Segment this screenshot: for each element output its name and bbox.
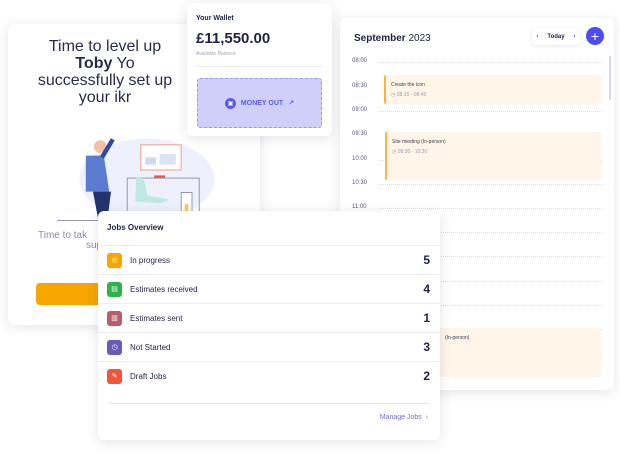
slot-line — [379, 184, 602, 185]
slot-line — [379, 111, 602, 112]
target-icon: ◎ — [107, 252, 122, 268]
time-slot[interactable]: 09:00 — [352, 107, 602, 113]
divider — [109, 403, 429, 404]
wallet-amount: £11,550.00 — [196, 30, 271, 47]
job-status-count: 5 — [423, 253, 430, 267]
welcome-subtext-line2: sup — [86, 240, 103, 251]
time-label: 08:30 — [352, 83, 368, 89]
job-status-row[interactable]: ▤ Estimates received 4 — [98, 274, 440, 303]
prev-day-button[interactable]: ‹ — [536, 33, 539, 40]
chevron-right-icon: › — [425, 414, 428, 421]
job-status-label: Estimates received — [130, 284, 198, 294]
job-status-label: Not Started — [130, 342, 171, 352]
today-nav: ‹ Today › — [532, 28, 580, 45]
time-label: 09:00 — [352, 107, 368, 113]
time-slot[interactable] — [352, 281, 602, 282]
time-slot[interactable]: 08:00 — [352, 58, 602, 64]
job-status-count: 3 — [423, 340, 430, 354]
wallet-card: Your Wallet £11,550.00 Available Balance… — [187, 3, 332, 136]
job-status-label: Estimates sent — [130, 313, 183, 323]
time-slot[interactable] — [352, 232, 602, 233]
time-label: 11:00 — [352, 204, 367, 210]
job-status-row[interactable]: ▥ Estimates sent 1 — [98, 303, 440, 332]
job-status-label: In progress — [130, 255, 171, 265]
time-slot[interactable] — [352, 305, 602, 306]
time-label: 10:00 — [352, 156, 368, 162]
event-title: Create the icon — [391, 82, 425, 88]
time-slot[interactable]: 08:30 — [352, 83, 602, 89]
time-slot[interactable]: 11:00 — [352, 204, 602, 210]
edit-icon: ✎ — [107, 368, 122, 384]
time-label: 10:30 — [352, 180, 368, 186]
slot-line — [379, 305, 602, 306]
time-slot[interactable] — [352, 256, 602, 257]
jobs-overview-card: Jobs Overview ◎ In progress 5 ▤ Estimates re… — [98, 211, 440, 440]
welcome-heading-block: Time to level up Toby Yo successfully se… — [32, 38, 178, 106]
job-status-count: 4 — [423, 282, 430, 296]
balance-label: Available Balance — [196, 51, 236, 57]
event-time: ◷ 09:30 - 10:30 — [392, 149, 428, 155]
document-icon: ▤ — [107, 281, 122, 297]
event-time: ◷ 08:15 - 08:45 — [391, 92, 427, 98]
today-button[interactable]: Today — [547, 33, 565, 40]
scrollbar[interactable] — [609, 56, 611, 100]
next-day-button[interactable]: › — [573, 33, 576, 40]
job-status-count: 1 — [423, 311, 430, 325]
slot-line — [379, 281, 602, 282]
slot-line — [379, 232, 602, 233]
clock-icon: ◷ — [107, 339, 122, 355]
welcome-heading-line2: successfully set up your ikr — [37, 72, 173, 106]
job-status-row[interactable]: ◎ In progress 5 — [98, 245, 440, 274]
event-title: Site meeting (In-person) — [392, 139, 446, 145]
calendar-title: September 2023 — [354, 33, 431, 44]
calendar-event[interactable]: Site meeting (In-person) ◷ 09:30 - 10:30 — [385, 132, 601, 180]
divider — [196, 66, 322, 67]
job-status-row[interactable]: ◷ Not Started 3 — [98, 332, 440, 361]
add-event-button[interactable]: + — [586, 27, 604, 45]
slot-line — [379, 208, 602, 209]
time-label: 09:30 — [352, 131, 368, 137]
time-slot[interactable]: 09:30 — [352, 131, 602, 137]
wallet-icon: ▣ — [224, 97, 236, 109]
slot-line — [379, 256, 602, 257]
slot-line — [379, 62, 602, 63]
wallet-title: Your Wallet — [196, 15, 234, 22]
welcome-heading: Time to level up Toby Yo — [48, 38, 162, 72]
money-out-button[interactable]: ▣ MONEY OUT ↗ — [197, 78, 322, 128]
welcome-subtext: Time to tak — [38, 230, 88, 241]
job-status-row[interactable]: ✎ Draft Jobs 2 — [98, 361, 440, 390]
jobs-title: Jobs Overview — [107, 223, 164, 232]
money-out-label: MONEY OUT — [240, 99, 284, 107]
job-status-count: 2 — [423, 369, 430, 383]
event-title: (In-person) — [445, 335, 470, 341]
job-status-label: Draft Jobs — [130, 371, 167, 381]
calendar-event[interactable]: Create the icon ◷ 08:15 - 08:45 — [384, 75, 601, 104]
manage-jobs-link[interactable]: Manage Jobs › — [379, 414, 428, 421]
arrow-up-right-icon: ↗ — [288, 100, 295, 107]
sent-document-icon: ▥ — [107, 310, 122, 326]
time-slot[interactable]: 10:30 — [352, 180, 602, 186]
time-label: 08:00 — [352, 58, 368, 64]
